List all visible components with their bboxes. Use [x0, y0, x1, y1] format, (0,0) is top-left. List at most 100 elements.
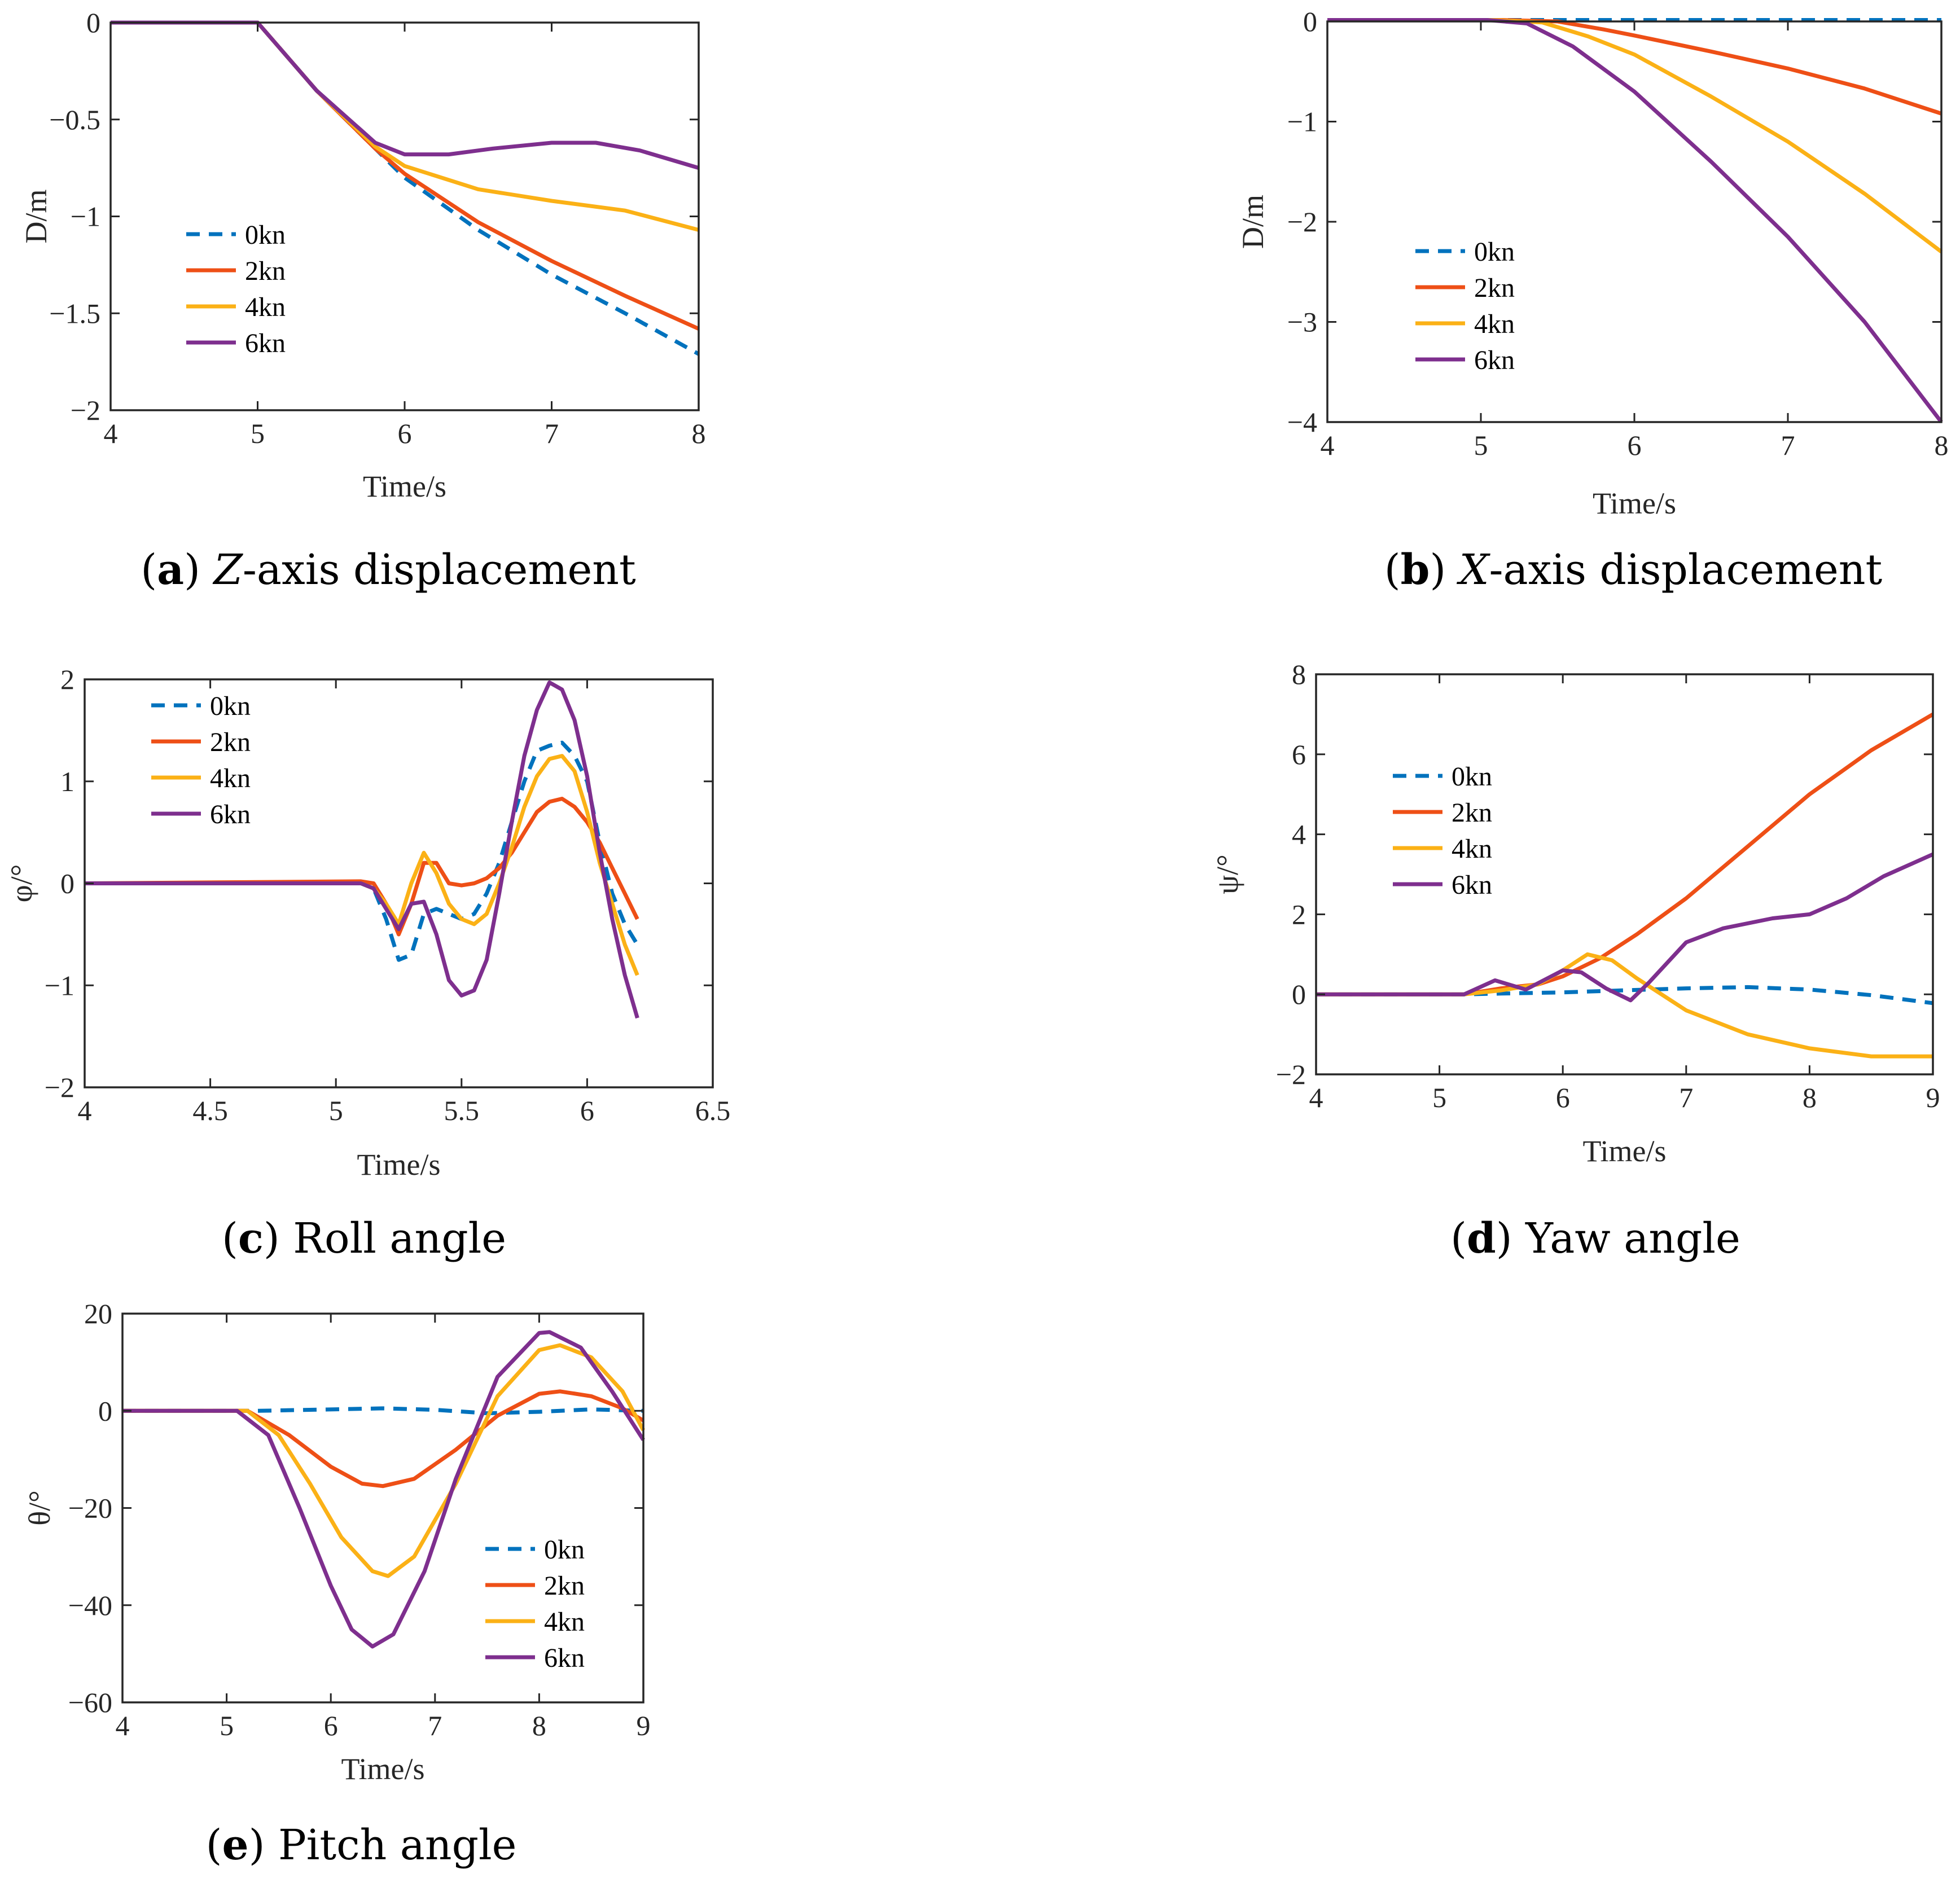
series-group [1316, 712, 1934, 1059]
caption-paren-close: ) [184, 546, 213, 594]
legend-label-4kn: 4kn [210, 763, 251, 793]
y-tick-label: 0 [86, 7, 100, 38]
legend-label-2kn: 2kn [245, 256, 286, 286]
caption-text: Yaw angle [1525, 1214, 1740, 1263]
y-tick-label: −4 [1287, 406, 1317, 438]
caption-text: -axis displacement [1489, 546, 1882, 594]
y-tick-label: 0 [60, 868, 74, 899]
caption-paren-open: ( [141, 546, 157, 594]
x-axis-label: Time/s [1593, 486, 1676, 520]
y-axis-label: ψ/° [1211, 854, 1244, 894]
x-tick-label: 7 [1679, 1082, 1693, 1113]
y-tick-label: 4 [1292, 819, 1306, 850]
x-tick-label: 4.5 [192, 1095, 228, 1126]
plot-area [122, 1314, 643, 1702]
y-tick-label: −20 [68, 1492, 112, 1524]
caption-paren-open: ( [206, 1821, 222, 1869]
caption-letter: e [222, 1821, 248, 1869]
x-axis-label: Time/s [1582, 1134, 1666, 1168]
x-tick-label: 6 [580, 1095, 594, 1126]
x-tick-label: 9 [1926, 1082, 1940, 1113]
series-group [122, 1330, 646, 1649]
y-tick-label: −2 [1276, 1059, 1306, 1090]
caption-paren-close: ) [1496, 1214, 1525, 1263]
caption-letter: a [157, 546, 184, 594]
axes-frame [1315, 673, 1934, 1075]
x-tick-label: 8 [692, 418, 706, 449]
x-tick-label: 4 [78, 1095, 92, 1126]
y-tick-label: −1.5 [49, 297, 100, 329]
legend: 0kn 2kn 4kn 6kn [1393, 762, 1492, 900]
x-tick-label: 6 [1628, 429, 1642, 461]
x-tick-label: 8 [1803, 1082, 1817, 1113]
x-tick-label: 7 [545, 418, 559, 449]
legend-label-6kn: 6kn [1474, 345, 1515, 375]
y-tick-label: 0 [1303, 6, 1317, 37]
y-tick-label: 0 [1292, 978, 1306, 1010]
caption-paren-open: ( [1450, 1214, 1467, 1263]
legend-label-2kn: 2kn [1474, 273, 1515, 303]
x-tick-label: 8 [532, 1710, 546, 1741]
series-line-0kn [111, 20, 700, 356]
series-line-6kn [122, 1330, 645, 1649]
caption-text: Roll angle [293, 1214, 506, 1263]
x-tick-label: 6 [1556, 1082, 1570, 1113]
caption-paren-close: ) [264, 1214, 293, 1263]
x-tick-label: 7 [1781, 429, 1795, 461]
series-line-4kn [85, 754, 639, 976]
legend-label-0kn: 0kn [245, 220, 286, 250]
plot-area [111, 23, 699, 410]
y-tick-label: −1 [45, 969, 74, 1001]
legend: 0kn 2kn 4kn 6kn [151, 691, 251, 829]
legend: 0kn 2kn 4kn 6kn [186, 220, 286, 358]
plot-area [1316, 674, 1933, 1074]
legend-label-4kn: 4kn [245, 292, 286, 322]
x-tick-label: 6 [398, 418, 412, 449]
subfigure-caption: (c) Roll angle [222, 1214, 506, 1263]
y-axis-label: θ/° [23, 1490, 56, 1525]
caption-letter: c [238, 1214, 264, 1263]
legend-label-6kn: 6kn [1452, 870, 1492, 900]
y-tick-label: −2 [45, 1072, 74, 1103]
y-tick-label: −40 [68, 1590, 112, 1621]
x-tick-label: 4 [1309, 1082, 1323, 1113]
y-tick-label: −1 [1287, 106, 1317, 138]
series-group [85, 680, 639, 1019]
x-tick-label: 8 [1935, 429, 1949, 461]
chart-a: 4 5 6 7 8 0 −0.5 −1 −1.5 −2 Time/s D/m 0kn 2kn 4kn 6kn (… [19, 7, 706, 594]
legend-label-0kn: 0kn [1452, 762, 1492, 792]
legend-label-4kn: 4kn [1452, 834, 1492, 864]
series-line-0kn [122, 1406, 644, 1416]
legend-label-4kn: 4kn [1474, 309, 1515, 339]
caption-text: -axis displacement [243, 546, 636, 594]
chart-c: 4 4.5 5 5.5 6 6.5 2 1 0 −1 −2 Time/s φ/° 0kn 2kn 4kn 6kn… [5, 664, 730, 1263]
caption-axis-letter: Z [213, 546, 244, 594]
series-line-6kn [85, 680, 639, 1019]
subfigure-caption: (a) Z-axis displacement [141, 546, 636, 594]
x-tick-label: 5 [1474, 429, 1488, 461]
legend-label-6kn: 6kn [544, 1643, 585, 1673]
y-tick-label: −2 [1287, 206, 1317, 238]
chart-b: 4 5 6 7 8 0 −1 −2 −3 −4 Time/s D/m 0kn 2kn 4kn 6kn (b) X… [1236, 6, 1949, 594]
series-line-6kn [111, 20, 699, 170]
legend-label-0kn: 0kn [544, 1535, 585, 1565]
caption-paren-open: ( [222, 1214, 238, 1263]
y-tick-label: −2 [71, 394, 100, 426]
subfigure-caption: (e) Pitch angle [206, 1821, 517, 1869]
legend-label-4kn: 4kn [544, 1607, 585, 1637]
subfigure-caption: (b) X-axis displacement [1384, 546, 1883, 594]
x-axis-label: Time/s [357, 1148, 440, 1182]
series-group [111, 20, 700, 356]
caption-text: Pitch angle [278, 1821, 516, 1869]
caption-paren-close: ) [1430, 546, 1459, 594]
y-axis-label: φ/° [5, 864, 38, 903]
caption-paren-close: ) [249, 1821, 278, 1869]
y-tick-label: 2 [60, 664, 74, 695]
x-tick-label: 6.5 [695, 1095, 731, 1126]
y-tick-label: 0 [98, 1395, 112, 1426]
legend-label-6kn: 6kn [210, 800, 251, 829]
y-tick-label: 1 [60, 766, 74, 797]
x-axis-label: Time/s [363, 469, 446, 503]
x-tick-label: 5 [220, 1710, 234, 1741]
